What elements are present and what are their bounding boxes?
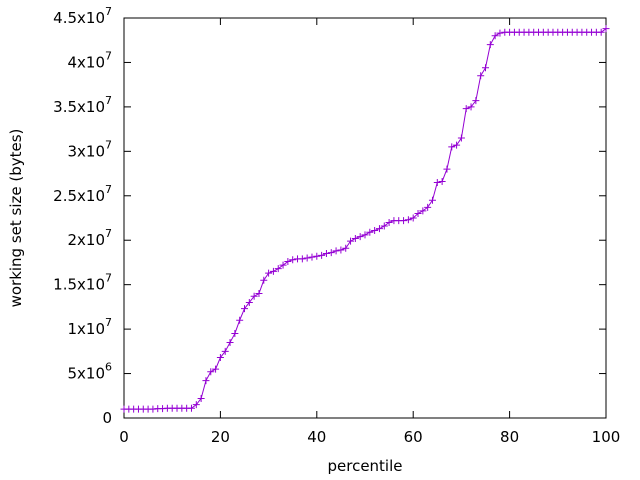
x-tick-label: 20 — [211, 428, 230, 446]
data-point — [457, 134, 465, 142]
data-point — [332, 247, 340, 255]
data-point — [462, 105, 470, 113]
data-point — [226, 338, 234, 346]
data-point — [308, 253, 316, 261]
data-point — [467, 103, 475, 111]
data-point — [265, 269, 273, 277]
series-line — [124, 28, 607, 410]
y-axis-title: working set size (bytes) — [7, 129, 25, 308]
data-point — [448, 143, 456, 151]
data-point — [236, 316, 244, 324]
data-point — [347, 237, 355, 245]
data-point — [597, 28, 605, 36]
y-tick-label: 2x107 — [67, 227, 112, 249]
data-point — [424, 203, 432, 211]
axis-ticks: 0 20 40 60 80 100 0 5x106 1x107 1.5x107 2x107 2.5x1… — [53, 5, 620, 446]
x-tick-label: 60 — [404, 428, 423, 446]
data-point — [313, 252, 321, 260]
data-point — [274, 265, 282, 273]
y-tick-label: 0 — [102, 409, 112, 427]
x-tick-label: 0 — [119, 428, 129, 446]
data-point — [318, 251, 326, 259]
data-point — [491, 32, 499, 40]
data-point — [255, 290, 263, 298]
data-point — [212, 365, 220, 373]
data-point — [602, 25, 610, 33]
data-point — [409, 214, 417, 222]
y-tick-label: 1x107 — [67, 316, 112, 338]
data-point — [385, 218, 393, 226]
data-point — [303, 254, 311, 262]
data-point — [472, 97, 480, 105]
data-point — [202, 377, 210, 385]
x-axis-title: percentile — [327, 457, 402, 475]
x-tick-label: 80 — [500, 428, 519, 446]
data-point — [284, 258, 292, 266]
data-point — [279, 261, 287, 269]
data-point — [197, 394, 205, 402]
y-tick-label: 4.5x107 — [53, 5, 112, 27]
y-tick-label: 3.5x107 — [53, 94, 112, 116]
x-tick-label: 100 — [592, 428, 621, 446]
data-point — [322, 250, 330, 258]
data-point — [400, 217, 408, 225]
y-tick-label: 3x107 — [67, 138, 112, 160]
data-point — [289, 256, 297, 264]
data-point — [443, 165, 451, 173]
data-point — [438, 178, 446, 186]
data-point — [187, 404, 195, 412]
plot-frame — [123, 17, 607, 419]
data-point — [371, 226, 379, 234]
data-point — [419, 207, 427, 215]
data-point — [496, 29, 504, 37]
data-point — [327, 249, 335, 257]
data-point — [221, 347, 229, 355]
data-point — [380, 222, 388, 230]
data-point — [433, 178, 441, 186]
y-tick-label: 2.5x107 — [53, 183, 112, 205]
data-point — [298, 255, 306, 263]
y-tick-label: 1.5x107 — [53, 272, 112, 294]
data-point — [192, 401, 200, 409]
data-point — [453, 141, 461, 149]
data-point — [366, 228, 374, 236]
data-point — [482, 64, 489, 72]
data-point — [207, 368, 215, 376]
data-point — [428, 196, 436, 204]
data-point — [477, 72, 485, 80]
data-point — [356, 233, 364, 241]
data-point — [414, 210, 422, 218]
data-point — [351, 234, 359, 242]
data-point — [245, 298, 253, 306]
data-point — [231, 330, 239, 338]
data-point — [486, 41, 494, 49]
y-tick-label: 5x106 — [67, 361, 112, 383]
data-point — [260, 276, 268, 284]
x-tick-label: 40 — [307, 428, 326, 446]
data-point — [250, 292, 258, 300]
data-point — [337, 246, 345, 254]
data-point — [404, 216, 412, 224]
data-point — [269, 267, 277, 275]
data-point — [241, 305, 248, 313]
data-point — [361, 231, 369, 239]
series-working-set — [120, 25, 610, 413]
data-point — [375, 225, 383, 233]
y-tick-label: 4x107 — [67, 49, 112, 71]
data-point — [216, 354, 224, 362]
data-point — [342, 244, 350, 252]
